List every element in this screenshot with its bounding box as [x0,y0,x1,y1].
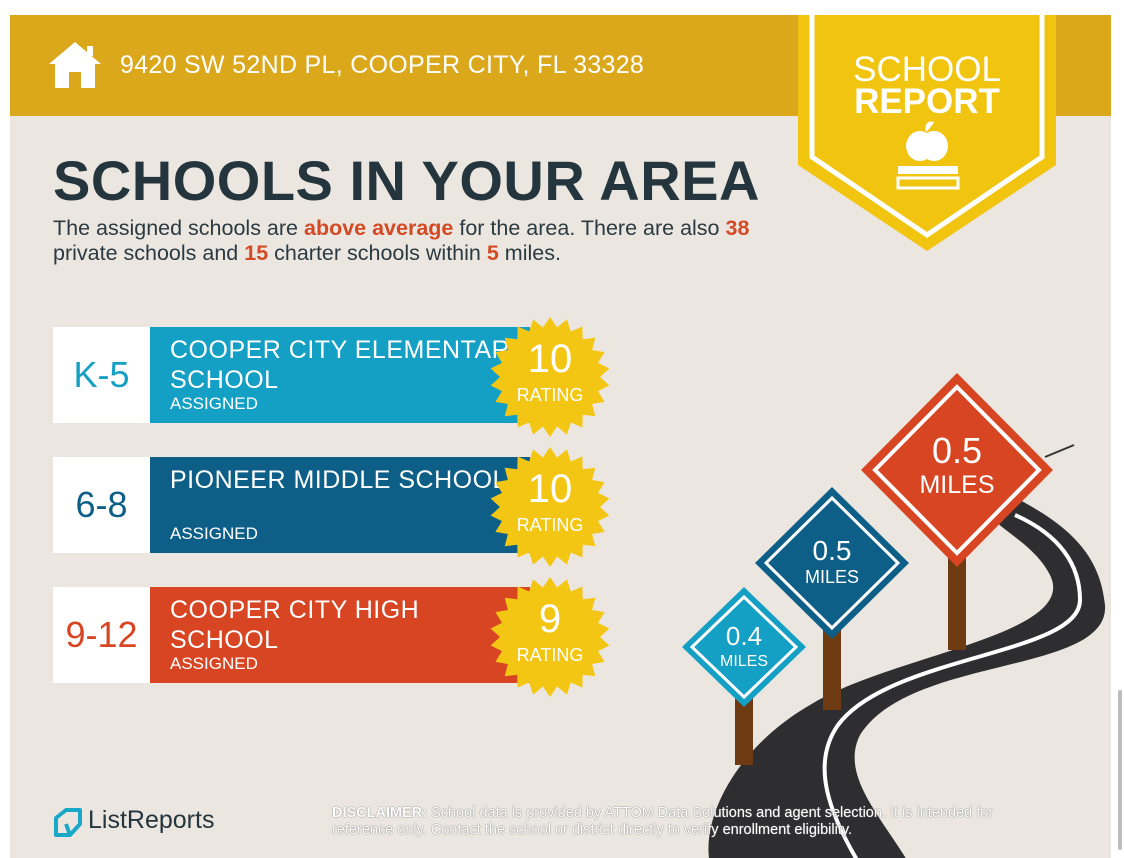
scrollbar[interactable] [1118,690,1122,850]
private-school-count: 38 [725,216,750,240]
brand-name: ListReports [88,806,215,834]
rating-value: 10 [527,337,573,381]
sign-unit: MILES [919,471,994,499]
rating-value: 10 [527,467,573,511]
school-bar: COOPER CITY HIGH SCHOOL ASSIGNED [150,587,530,683]
sign-post [823,625,841,710]
house-icon [49,42,101,88]
distance-sign-middle: 0.5 MILES [755,487,909,639]
school-report-card: 9420 SW 52ND PL, COOPER CITY, FL 33328 S… [10,15,1111,858]
badge-report-text: REPORT [854,82,1000,121]
assignment-status: ASSIGNED [170,654,258,673]
rating-seal: 9 RATING [488,575,612,699]
distance-sign-high: 0.5 MILES [861,373,1053,567]
rating-label: RATING [516,645,584,665]
assignment-status: ASSIGNED [170,524,258,543]
school-bar: PIONEER MIDDLE SCHOOL ASSIGNED [150,457,530,553]
grade-range: 6-8 [53,457,150,553]
disclaimer: DISCLAIMER: School data is provided by A… [332,805,994,838]
property-address: 9420 SW 52ND PL, COOPER CITY, FL 33328 [120,51,645,79]
road-shape [708,495,1106,858]
school-name: PIONEER MIDDLE SCHOOL [170,466,507,494]
school-bar: COOPER CITY ELEMENTARY SCHOOL ASSIGNED [150,327,530,423]
assignment-status: ASSIGNED [170,394,258,413]
apple-books-icon [896,121,960,190]
sign-distance: 0.4 [726,621,762,651]
rating-burst-icon [490,447,610,567]
search-radius: 5 [486,241,499,265]
sign-unit: MILES [805,567,859,587]
charter-school-count: 15 [244,241,269,265]
grade-range: 9-12 [53,587,150,683]
sign-distance: 0.5 [813,535,852,566]
rating-seal: 10 RATING [488,315,612,439]
average-highlight: above average [303,216,454,240]
rating-value: 9 [538,597,562,641]
sign-post [735,695,753,765]
rating-seal: 10 RATING [488,445,612,569]
grade-range: K-5 [53,327,150,423]
sign-post [948,545,966,650]
rating-label: RATING [516,515,584,535]
badge-school-text: SCHOOL [853,50,1001,89]
sign-distance: 0.5 [932,430,982,471]
school-name: COOPER CITY HIGH SCHOOL [170,596,420,654]
page-title: SCHOOLS IN YOUR AREA [53,149,760,212]
rating-burst-icon [490,317,610,437]
distance-sign-elementary: 0.4 MILES [682,587,806,707]
road-illustration: 0.4 MILES 0.5 MILES 0.5 MILES [682,373,1106,858]
sign-unit: MILES [720,653,768,670]
school-report-badge [798,15,1056,251]
intro-paragraph: The assigned schools are above average f… [53,216,750,265]
rating-burst-icon [490,577,610,697]
listreports-logo-icon [54,808,82,837]
school-name: COOPER CITY ELEMENTARY SCHOOL [170,336,527,394]
road-centerline [822,513,1083,858]
rating-label: RATING [516,385,584,405]
